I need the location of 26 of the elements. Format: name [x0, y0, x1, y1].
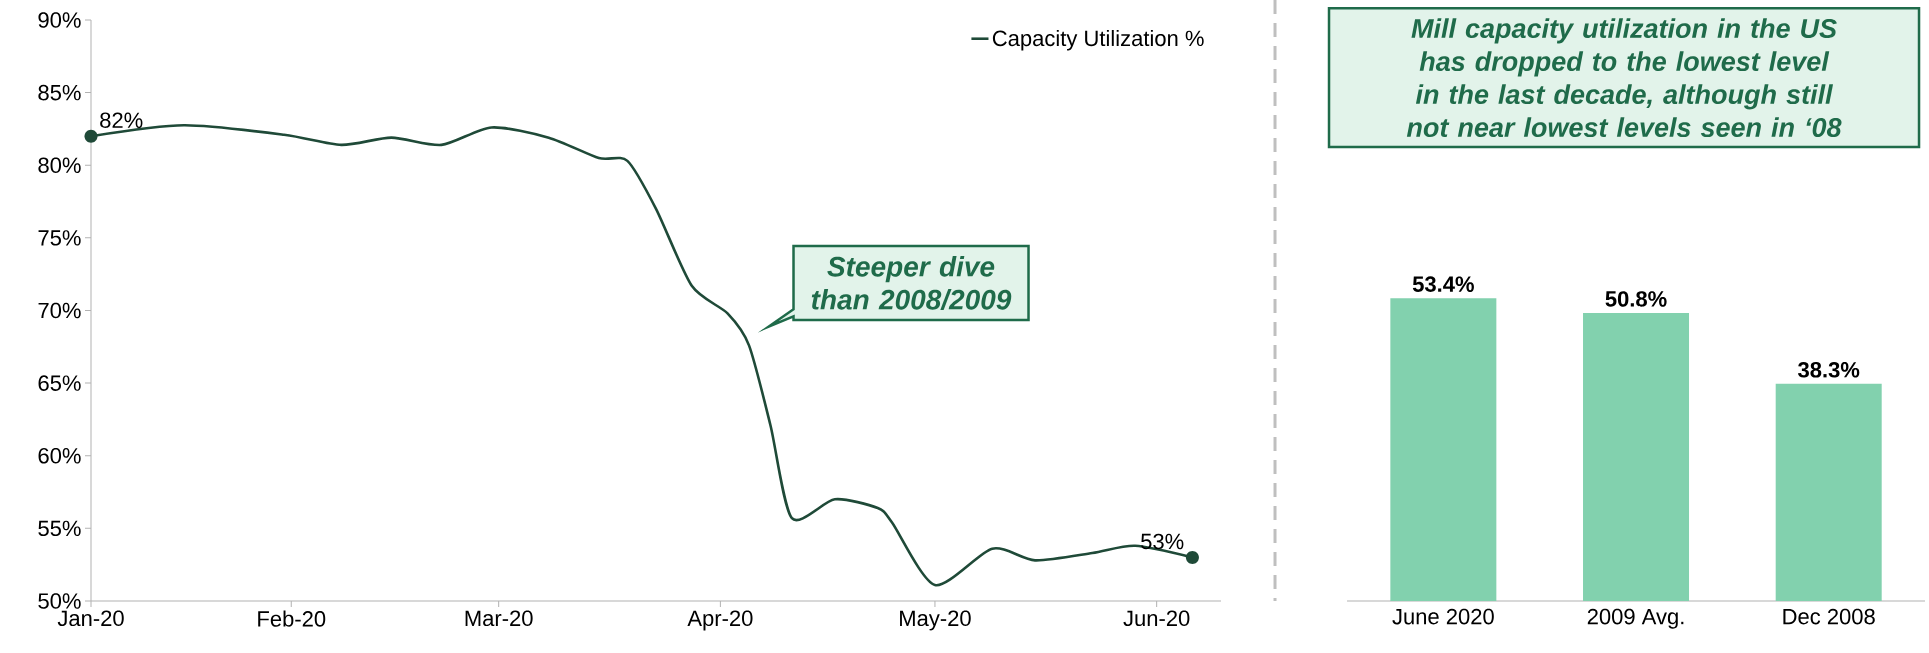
x-tick-label: 2009 Avg.	[1587, 608, 1684, 629]
y-tick-label: 90%	[38, 12, 81, 28]
x-tick-label: Feb-20	[258, 610, 326, 627]
annotation: 53%	[1141, 533, 1184, 550]
x-tick-label: Jun-20	[1123, 610, 1190, 627]
y-tick-label: 60%	[38, 447, 81, 464]
x-tick-label: Mar-20	[465, 610, 533, 627]
data-label: 53.4%	[1412, 276, 1474, 292]
x-tick-label: May-20	[900, 610, 971, 631]
x-tick-label: Dec 2008	[1783, 608, 1875, 625]
y-tick-label: 75%	[38, 230, 81, 246]
y-tick-label: 55%	[38, 520, 81, 537]
y-tick-label: 70%	[38, 302, 81, 319]
y-tick-label: 50%	[38, 593, 81, 609]
y-tick-label: 85%	[38, 84, 81, 101]
x-tick-label: Jan-20	[57, 610, 124, 627]
chart-title: Mill capacity utilization in the US has dropped to the lowest level in the last decade, although still not near lowest levels seen in ‘08	[1406, 18, 1842, 138]
annotation: 82%	[100, 112, 143, 128]
legend-label: Capacity Utilization %	[992, 29, 1204, 51]
x-tick-label: Apr-20	[687, 610, 753, 631]
y-tick-label: 65%	[38, 375, 81, 391]
x-tick-label: June 2020	[1392, 608, 1494, 625]
data-label: 50.8%	[1605, 291, 1667, 307]
y-tick-label: 80%	[38, 157, 81, 174]
data-label: 38.3%	[1798, 361, 1860, 378]
annotation: Steeper dive than 2008/2009	[811, 256, 1012, 310]
